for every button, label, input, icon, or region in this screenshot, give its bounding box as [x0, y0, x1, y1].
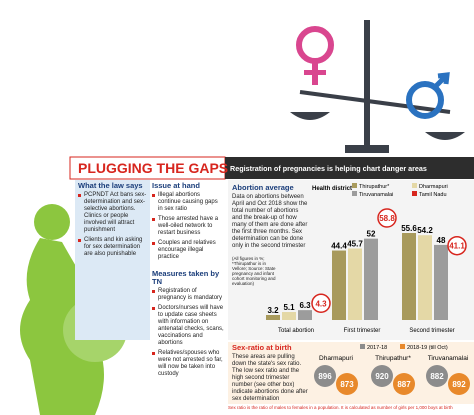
bar — [332, 250, 346, 320]
bar — [364, 238, 378, 320]
value-label: 882 — [430, 372, 444, 381]
legend-swatch — [352, 183, 357, 188]
value-label: 45.7 — [347, 239, 363, 248]
axis-label: Health district — [312, 186, 352, 192]
chart-note: (All figures in %; *Thirupathur is in Ve… — [232, 256, 276, 286]
x-tick-label: First trimester — [344, 328, 381, 334]
chart-description: These areas are pulling down the state's… — [232, 354, 308, 402]
bar — [266, 314, 280, 320]
value-label: 873 — [340, 380, 354, 389]
value-label: 58.8 — [379, 214, 395, 223]
value-label: 6.3 — [299, 301, 311, 310]
value-label: 41.1 — [449, 242, 465, 251]
legend-swatch — [412, 183, 417, 188]
bullet-item: Relatives/spouses who were not arrested … — [152, 350, 224, 378]
value-label: 55.6 — [401, 224, 417, 233]
value-label: 887 — [397, 380, 411, 389]
chart-text: Sex-ratio at birth These areas are pulli… — [232, 344, 308, 403]
bar — [434, 244, 448, 320]
value-label: 3.2 — [267, 306, 279, 315]
legend-label: Dharmapuri — [419, 184, 448, 190]
legend-swatch — [400, 344, 405, 349]
panel-title: What the law says — [78, 181, 143, 190]
footnote: Sex ratio is the ratio of males to femal… — [228, 405, 453, 410]
panel-title: Issue at hand — [152, 181, 200, 190]
bar — [402, 233, 416, 320]
x-tick-label: Second trimester — [409, 328, 454, 334]
legend-swatch — [352, 191, 357, 196]
ratio-circle — [393, 373, 415, 395]
value-label: 5.1 — [283, 303, 295, 312]
legend-label: Tamil Nadu — [419, 192, 447, 198]
ratio-circle — [314, 365, 336, 387]
chart-title: Sex-ratio at birth — [232, 343, 292, 352]
value-label: 48 — [437, 236, 446, 245]
issue-panel: Issue at hand Illegal abortions continue … — [152, 182, 224, 264]
bar — [282, 312, 296, 320]
measures-panel: Measures taken by TN Registration of preg… — [152, 270, 224, 381]
bullet-item: Illegal abortions continue causing gaps … — [152, 192, 224, 213]
panel-title: Measures taken by TN — [152, 269, 220, 286]
title: PLUGGING THE GAPS — [78, 160, 228, 176]
ratio-circle — [371, 365, 393, 387]
x-tick-label: Tiruvanamalai — [428, 355, 469, 362]
value-label: 4.3 — [315, 299, 327, 308]
bar — [348, 248, 362, 320]
x-tick-label: Thirupathur* — [375, 355, 411, 362]
marker — [377, 208, 397, 228]
bar — [418, 235, 432, 320]
legend-swatch — [412, 191, 417, 196]
ratio-circle — [448, 373, 470, 395]
bullet-item: Couples and relatives encourage illegal … — [152, 240, 224, 261]
bar — [298, 310, 312, 320]
legend-label: 2018-19 (till Oct) — [407, 345, 448, 351]
scale — [290, 20, 465, 153]
x-tick-label: Dharmapuri — [319, 355, 353, 362]
bullet-item: Registration of pregnancy is mandatory — [152, 288, 224, 302]
marker — [311, 293, 331, 314]
bullet-item: Those arrested have a well-oiled network… — [152, 216, 224, 237]
legend-swatch — [360, 344, 365, 349]
value-label: 920 — [375, 372, 389, 381]
bullet-item: Doctors/nurses will have to update case … — [152, 305, 224, 347]
legend-label: Tiruvanamalai — [359, 192, 393, 198]
value-label: 44.4 — [331, 242, 347, 251]
bullet-item: PCPNDT Act bans sex-determination and se… — [78, 192, 148, 234]
subtitle: Registration of pregnancies is helping c… — [230, 164, 427, 173]
ratio-circle — [336, 373, 358, 395]
value-label: 896 — [318, 372, 332, 381]
marker — [447, 235, 467, 256]
law-panel: What the law says PCPNDT Act bans sex-det… — [78, 182, 148, 261]
legend-label: Thirupathur* — [359, 184, 390, 190]
x-tick-label: Total abortion — [278, 328, 314, 334]
chart-text: Abortion average Data on abortions betwe… — [232, 183, 308, 287]
value-label: 52 — [367, 230, 376, 239]
ratio-circle — [426, 365, 448, 387]
bullet-item: Clients and kin asking for sex determina… — [78, 237, 148, 258]
value-label: 54.2 — [417, 226, 433, 235]
value-label: 892 — [452, 380, 466, 389]
chart-title: Abortion average — [232, 183, 294, 192]
legend-label: 2017-18 — [367, 345, 387, 351]
chart-description: Data on abortions between April and Oct … — [232, 194, 308, 249]
